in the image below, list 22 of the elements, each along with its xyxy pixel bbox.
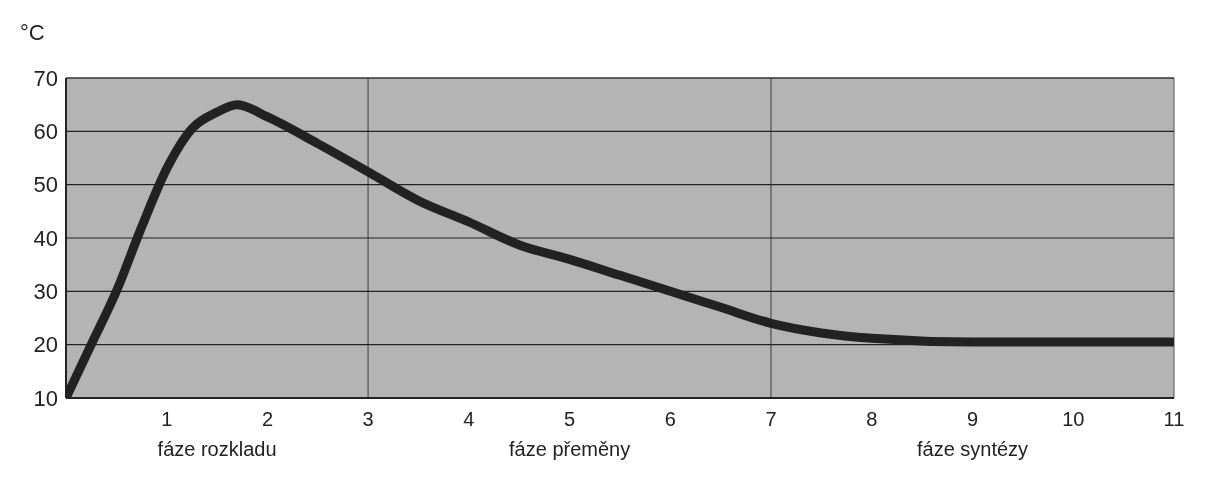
x-tick-label: 9 bbox=[966, 408, 979, 431]
x-tick-label: 8 bbox=[866, 408, 878, 431]
y-tick-label: 60 bbox=[33, 119, 58, 145]
y-tick-label: 10 bbox=[33, 385, 58, 411]
y-tick-label: 40 bbox=[33, 225, 58, 251]
band-label: fáze rozkladu bbox=[157, 438, 277, 460]
y-axis-title: °C bbox=[20, 20, 45, 45]
y-tick-label: 20 bbox=[33, 332, 58, 358]
x-tick-label: 3 bbox=[362, 408, 374, 431]
x-tick-label: 7 bbox=[765, 408, 777, 431]
x-tick-label: 4 bbox=[463, 408, 475, 431]
y-tick-label: 30 bbox=[33, 279, 58, 305]
band-label: fáze přeměny bbox=[509, 438, 631, 460]
x-tick-label: 6 bbox=[664, 408, 676, 431]
x-tick-label: 2 bbox=[261, 408, 274, 431]
band-label: fáze syntézy bbox=[916, 438, 1029, 460]
x-tick-label: 5 bbox=[564, 408, 576, 431]
x-tick-label: 10 bbox=[1062, 408, 1085, 431]
y-tick-label: 70 bbox=[33, 65, 58, 91]
x-tick-label: 11 bbox=[1163, 408, 1185, 431]
x-tick-label: 1 bbox=[161, 408, 173, 431]
y-tick-label: 50 bbox=[33, 172, 58, 198]
